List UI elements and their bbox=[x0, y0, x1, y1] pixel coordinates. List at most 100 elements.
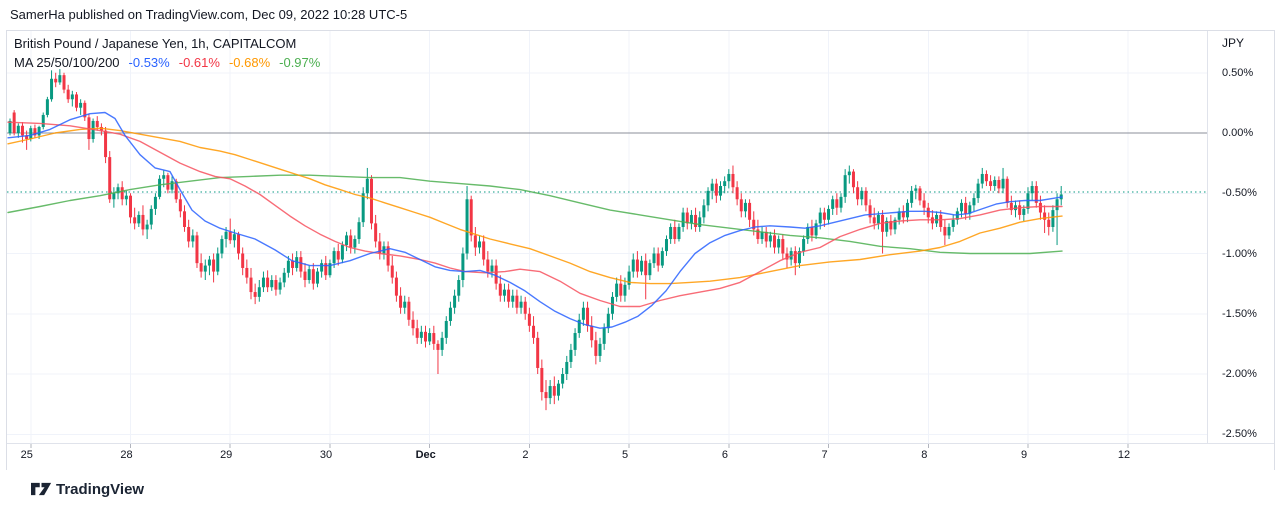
candle-body bbox=[540, 367, 544, 393]
candle-body bbox=[756, 229, 760, 240]
candle-body bbox=[968, 205, 972, 214]
candle-body bbox=[648, 263, 652, 276]
candle-body bbox=[315, 271, 319, 284]
candle-body bbox=[170, 181, 174, 190]
candle-body bbox=[669, 226, 673, 240]
ma-value: -0.97% bbox=[279, 55, 321, 70]
candle-body bbox=[532, 325, 536, 338]
candle-body bbox=[1043, 212, 1047, 220]
candle-body bbox=[527, 313, 531, 326]
candle-body bbox=[336, 251, 340, 260]
candle-body bbox=[735, 187, 739, 200]
candle-body bbox=[174, 181, 178, 200]
candle-body bbox=[1001, 178, 1005, 189]
candle-body bbox=[457, 280, 461, 296]
candle-body bbox=[565, 361, 569, 374]
candle-body bbox=[357, 222, 361, 240]
candle-body bbox=[889, 220, 893, 230]
candle-body bbox=[615, 283, 619, 297]
candle-body bbox=[58, 75, 62, 83]
x-axis-label: 6 bbox=[721, 449, 728, 461]
x-axis-label: 5 bbox=[622, 449, 629, 461]
y-axis-label: -2.00% bbox=[1222, 368, 1257, 380]
candle-body bbox=[361, 193, 365, 223]
candle-body bbox=[33, 128, 37, 136]
y-axis-label: -0.50% bbox=[1222, 187, 1257, 200]
candle-body bbox=[37, 126, 41, 136]
candle-body bbox=[702, 205, 706, 218]
candle-body bbox=[989, 181, 993, 187]
candle-body bbox=[573, 333, 577, 350]
ma-value: -0.61% bbox=[178, 55, 220, 70]
candle-body bbox=[694, 214, 698, 227]
candle-body bbox=[785, 253, 789, 260]
candle-body bbox=[876, 214, 880, 224]
x-axis-label: 9 bbox=[1020, 449, 1028, 461]
candle-body bbox=[864, 190, 868, 206]
publish-attribution-text: SamerHa published on TradingView.com, De… bbox=[10, 7, 408, 22]
candle-body bbox=[714, 183, 718, 196]
candle-body bbox=[507, 289, 511, 302]
candle-body bbox=[997, 179, 1001, 189]
candle-body bbox=[939, 214, 943, 227]
candle-body bbox=[806, 226, 810, 240]
candle-body bbox=[432, 333, 436, 344]
candle-body bbox=[980, 173, 984, 184]
x-axis-label: 7 bbox=[821, 449, 828, 461]
candle-body bbox=[723, 181, 727, 187]
candles-layer bbox=[8, 69, 1063, 411]
candle-body bbox=[872, 217, 876, 224]
candle-body bbox=[523, 301, 527, 314]
candle-body bbox=[797, 251, 801, 264]
candle-body bbox=[108, 157, 112, 200]
candle-body bbox=[178, 199, 182, 212]
candle-body bbox=[478, 241, 482, 248]
candle-body bbox=[332, 251, 336, 264]
candle-body bbox=[640, 260, 644, 272]
candle-body bbox=[764, 231, 768, 242]
tradingview-logo-icon[interactable] bbox=[31, 480, 52, 503]
candle-body bbox=[905, 202, 909, 218]
candle-body bbox=[112, 193, 116, 200]
candle-body bbox=[158, 178, 162, 197]
candle-body bbox=[220, 239, 224, 254]
candle-body bbox=[1005, 178, 1009, 203]
candle-body bbox=[594, 340, 598, 356]
candle-body bbox=[241, 253, 245, 268]
candle-body bbox=[959, 202, 963, 212]
x-axis-label: Dec bbox=[415, 449, 436, 461]
candle-body bbox=[411, 319, 415, 329]
candle-body bbox=[839, 196, 843, 208]
candle-body bbox=[897, 211, 901, 220]
candle-body bbox=[752, 219, 756, 230]
ma-label: MA 25/50/100/200 bbox=[14, 55, 120, 70]
candle-body bbox=[972, 198, 976, 206]
candle-body bbox=[448, 307, 452, 321]
tradingview-brand-text[interactable]: TradingView bbox=[56, 481, 145, 498]
candle-body bbox=[681, 212, 685, 227]
candle-body bbox=[207, 259, 211, 266]
candle-body bbox=[619, 283, 623, 296]
candle-body bbox=[743, 202, 747, 212]
x-axis-label: 25 bbox=[20, 449, 33, 461]
candle-body bbox=[793, 251, 797, 264]
candle-body bbox=[257, 287, 261, 297]
candle-body bbox=[29, 128, 33, 140]
candle-body bbox=[25, 135, 29, 140]
x-axis-label: 8 bbox=[921, 449, 928, 461]
candle-body bbox=[353, 239, 357, 248]
y-axis-label: -1.00% bbox=[1222, 247, 1257, 260]
ma-50-line bbox=[7, 121, 1063, 308]
y-axis-label: -2.50% bbox=[1222, 428, 1257, 441]
candle-body bbox=[16, 125, 20, 133]
candle-body bbox=[54, 78, 58, 83]
candle-body bbox=[652, 253, 656, 264]
candle-body bbox=[245, 267, 249, 278]
candle-body bbox=[369, 178, 373, 224]
candle-body bbox=[918, 188, 922, 201]
candle-body bbox=[311, 269, 315, 284]
candle-body bbox=[581, 307, 585, 320]
candle-body bbox=[868, 205, 872, 218]
candle-body bbox=[843, 175, 847, 197]
